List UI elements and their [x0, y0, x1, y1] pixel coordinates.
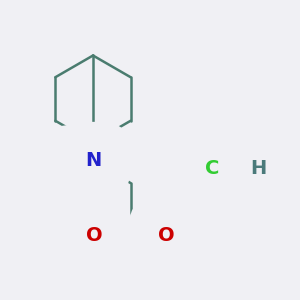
Text: H: H [70, 150, 83, 168]
Text: N: N [85, 151, 101, 170]
Text: Cl: Cl [206, 158, 226, 178]
Text: O: O [86, 226, 103, 245]
Text: H: H [250, 158, 266, 178]
Text: O: O [158, 226, 175, 245]
